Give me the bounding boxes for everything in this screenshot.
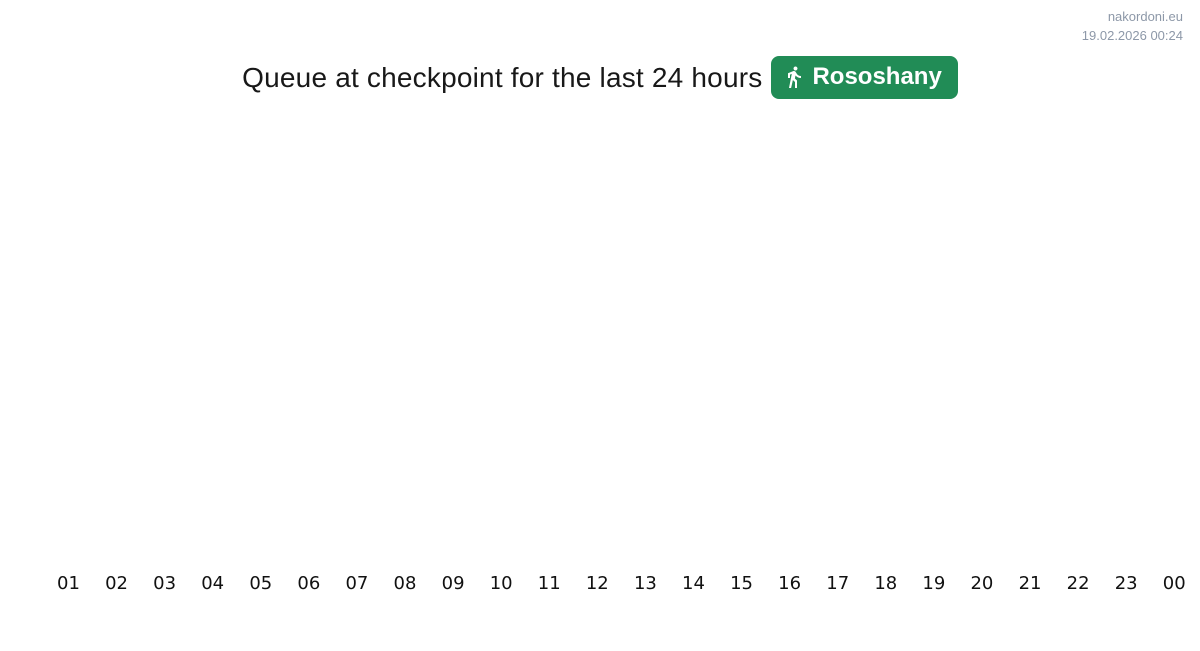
x-axis-tick-label: 19 xyxy=(922,573,946,594)
x-axis-tick-label: 09 xyxy=(441,573,465,594)
x-axis-tick-label: 06 xyxy=(297,573,321,594)
x-axis-tick-label: 22 xyxy=(1066,573,1090,594)
chart-header: Queue at checkpoint for the last 24 hour… xyxy=(0,56,1200,99)
x-axis-tick-label: 05 xyxy=(249,573,273,594)
x-axis-tick-label: 23 xyxy=(1114,573,1138,594)
x-axis-tick-label: 11 xyxy=(537,573,561,594)
x-axis-tick-label: 17 xyxy=(826,573,850,594)
x-axis-tick-label: 14 xyxy=(682,573,705,594)
x-axis-tick-label: 02 xyxy=(105,573,128,594)
x-axis-tick-label: 01 xyxy=(57,573,80,594)
x-axis-tick-label: 18 xyxy=(874,573,898,594)
x-axis-tick-label: 15 xyxy=(730,573,753,594)
checkpoint-badge[interactable]: Rososhany xyxy=(771,56,958,99)
checkpoint-badge-label: Rososhany xyxy=(812,63,942,90)
x-axis-tick-label: 20 xyxy=(970,573,994,594)
site-domain: nakordoni.eu xyxy=(1107,9,1183,24)
x-axis-tick-label: 10 xyxy=(489,573,513,594)
x-axis-tick-label: 13 xyxy=(633,573,657,594)
x-axis-tick-label: 12 xyxy=(585,573,609,594)
x-axis-tick-label: 16 xyxy=(778,573,802,594)
x-axis-tick-label: 21 xyxy=(1018,573,1042,594)
site-timestamp: 19.02.2026 00:24 xyxy=(1081,27,1183,43)
pedestrian-icon xyxy=(782,64,806,90)
x-axis: 01 02 03 04 05 06 07 08 09 10 11 12 13 14 15 16 17 18 19 20… xyxy=(57,573,1186,594)
x-axis-tick-label: 07 xyxy=(345,573,369,594)
page-title: Queue at checkpoint for the last 24 hour… xyxy=(242,61,763,93)
chart-plot-area xyxy=(0,120,1200,565)
x-axis-tick-label: 08 xyxy=(393,573,417,594)
x-axis-tick-label: 00 xyxy=(1162,573,1186,594)
site-info: nakordoni.eu 19.02.2026 00:24 xyxy=(1082,8,1183,46)
x-axis-tick-label: 03 xyxy=(153,573,177,594)
x-axis-tick-label: 04 xyxy=(201,573,225,594)
